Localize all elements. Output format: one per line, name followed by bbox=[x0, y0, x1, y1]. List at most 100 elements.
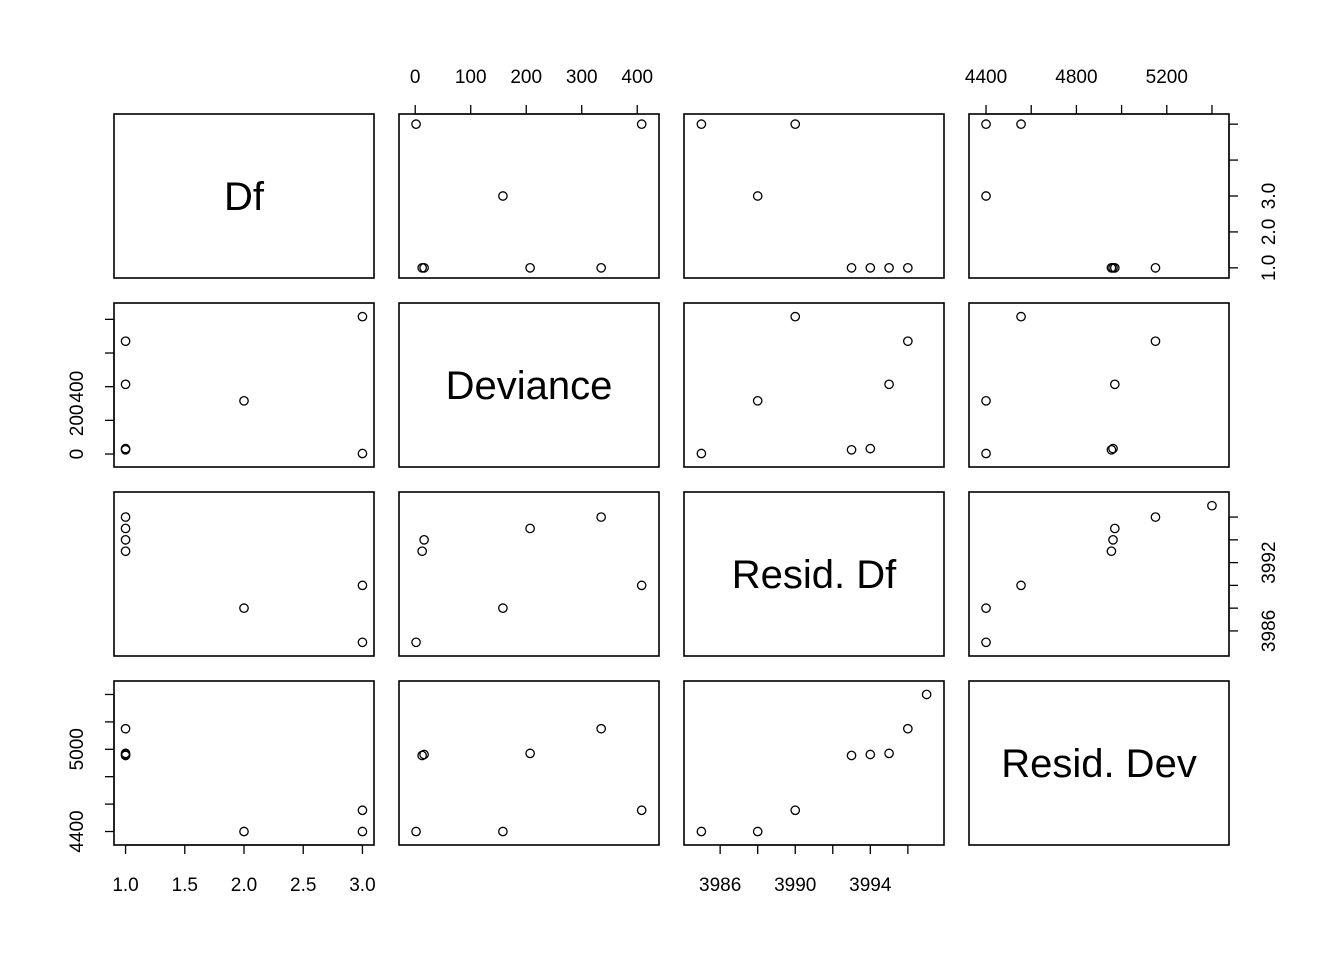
tick-label: 3986 bbox=[1259, 610, 1280, 652]
data-point bbox=[357, 805, 368, 816]
tick-label: 3992 bbox=[1259, 541, 1280, 583]
data-point bbox=[865, 749, 876, 760]
panel-resid-dev-vs-resid-df bbox=[683, 680, 945, 846]
data-point bbox=[596, 723, 607, 734]
tick-label: 1.5 bbox=[172, 875, 198, 896]
data-point bbox=[981, 448, 991, 459]
data-point bbox=[1016, 580, 1026, 591]
data-point bbox=[1150, 336, 1161, 347]
data-point bbox=[1109, 379, 1120, 390]
data-point bbox=[239, 826, 249, 837]
panel-deviance-vs-resid-dev bbox=[968, 302, 1230, 468]
data-point bbox=[357, 826, 368, 837]
data-point bbox=[120, 379, 131, 390]
data-point bbox=[525, 748, 535, 759]
panel-frame bbox=[398, 113, 660, 279]
data-point bbox=[525, 523, 535, 534]
data-point bbox=[1207, 500, 1217, 511]
bottom-axis-resid-df: 3986 3990 3994 bbox=[699, 844, 909, 896]
tick-label: 4400 bbox=[67, 810, 88, 852]
tick-label: 5000 bbox=[67, 728, 88, 770]
data-point bbox=[902, 336, 913, 347]
panel-frame bbox=[683, 680, 945, 846]
data-point bbox=[120, 443, 131, 454]
panel-frame bbox=[113, 680, 375, 846]
diagonal-label: Deviance bbox=[446, 364, 613, 408]
data-point bbox=[120, 534, 131, 545]
panel-resid-df-vs-df bbox=[113, 491, 375, 657]
panel-frame bbox=[398, 491, 660, 657]
data-point bbox=[419, 749, 429, 760]
panel-frame bbox=[113, 491, 375, 657]
data-point bbox=[419, 534, 429, 545]
data-point bbox=[239, 603, 249, 614]
data-point bbox=[981, 637, 991, 648]
tick-label: 100 bbox=[455, 67, 487, 88]
data-point bbox=[498, 826, 508, 837]
data-point bbox=[525, 262, 535, 273]
panel-deviance-vs-resid-df bbox=[683, 302, 945, 468]
data-point bbox=[411, 826, 421, 837]
top-axis-resid-dev: 4400 4800 5200 bbox=[965, 67, 1213, 115]
data-point bbox=[411, 119, 421, 130]
data-point bbox=[752, 395, 763, 406]
data-point bbox=[846, 262, 857, 273]
data-point bbox=[981, 119, 991, 130]
tick-label: 300 bbox=[566, 67, 598, 88]
tick-label: 3990 bbox=[774, 875, 816, 896]
data-point bbox=[1150, 262, 1161, 273]
panel-frame bbox=[113, 302, 375, 468]
panel-resid-df-vs-resid-df: Resid. Df bbox=[683, 491, 945, 657]
data-point bbox=[120, 748, 131, 759]
panel-df-vs-df: Df bbox=[113, 113, 375, 279]
data-point bbox=[884, 379, 894, 390]
tick-label: 5200 bbox=[1146, 67, 1188, 88]
data-point bbox=[120, 723, 131, 734]
data-point bbox=[417, 262, 428, 273]
data-point bbox=[846, 444, 857, 455]
panel-resid-df-vs-deviance bbox=[398, 491, 660, 657]
data-point bbox=[1108, 443, 1118, 454]
panel-resid-dev-vs-resid-dev: Resid. Dev bbox=[968, 680, 1230, 846]
data-point bbox=[981, 395, 991, 406]
tick-label: 3.0 bbox=[349, 875, 375, 896]
diagonal-label: Resid. Df bbox=[732, 553, 897, 597]
data-point bbox=[636, 805, 647, 816]
panel-frame bbox=[683, 491, 945, 657]
tick-label: 4400 bbox=[965, 67, 1007, 88]
data-point bbox=[411, 637, 421, 648]
tick-label: 1.0 bbox=[1259, 255, 1280, 281]
data-point bbox=[1016, 311, 1026, 322]
data-point bbox=[1106, 444, 1117, 455]
tick-label: 4800 bbox=[1055, 67, 1097, 88]
data-point bbox=[596, 512, 607, 522]
tick-label: 2.0 bbox=[231, 875, 257, 896]
data-point bbox=[120, 546, 131, 557]
data-point bbox=[1109, 523, 1120, 534]
tick-label: 400 bbox=[67, 371, 88, 403]
panel-df-vs-resid-df bbox=[683, 113, 945, 279]
diagonal-label: Resid. Dev bbox=[1001, 742, 1197, 786]
panel-df-vs-deviance bbox=[398, 113, 660, 279]
data-point bbox=[120, 523, 131, 534]
panel-resid-df-vs-resid-dev bbox=[968, 491, 1230, 657]
panel-frame bbox=[398, 680, 660, 846]
data-point bbox=[498, 603, 508, 614]
tick-label: 0 bbox=[410, 67, 421, 88]
panel-frame bbox=[968, 680, 1230, 846]
data-point bbox=[884, 262, 894, 273]
data-point bbox=[752, 826, 763, 837]
panel-frame bbox=[683, 302, 945, 468]
bottom-axis-df: 1.0 1.5 2.0 2.5 3.0 bbox=[112, 844, 376, 896]
data-point bbox=[696, 119, 707, 130]
tick-label: 2.0 bbox=[1259, 219, 1280, 245]
panel-frame bbox=[683, 113, 945, 279]
data-point bbox=[357, 580, 368, 591]
data-point bbox=[120, 512, 131, 522]
data-point bbox=[981, 191, 991, 201]
data-point bbox=[696, 448, 707, 459]
data-point bbox=[1106, 546, 1117, 557]
right-axis-resid-df: 3986 3992 bbox=[1228, 516, 1280, 652]
